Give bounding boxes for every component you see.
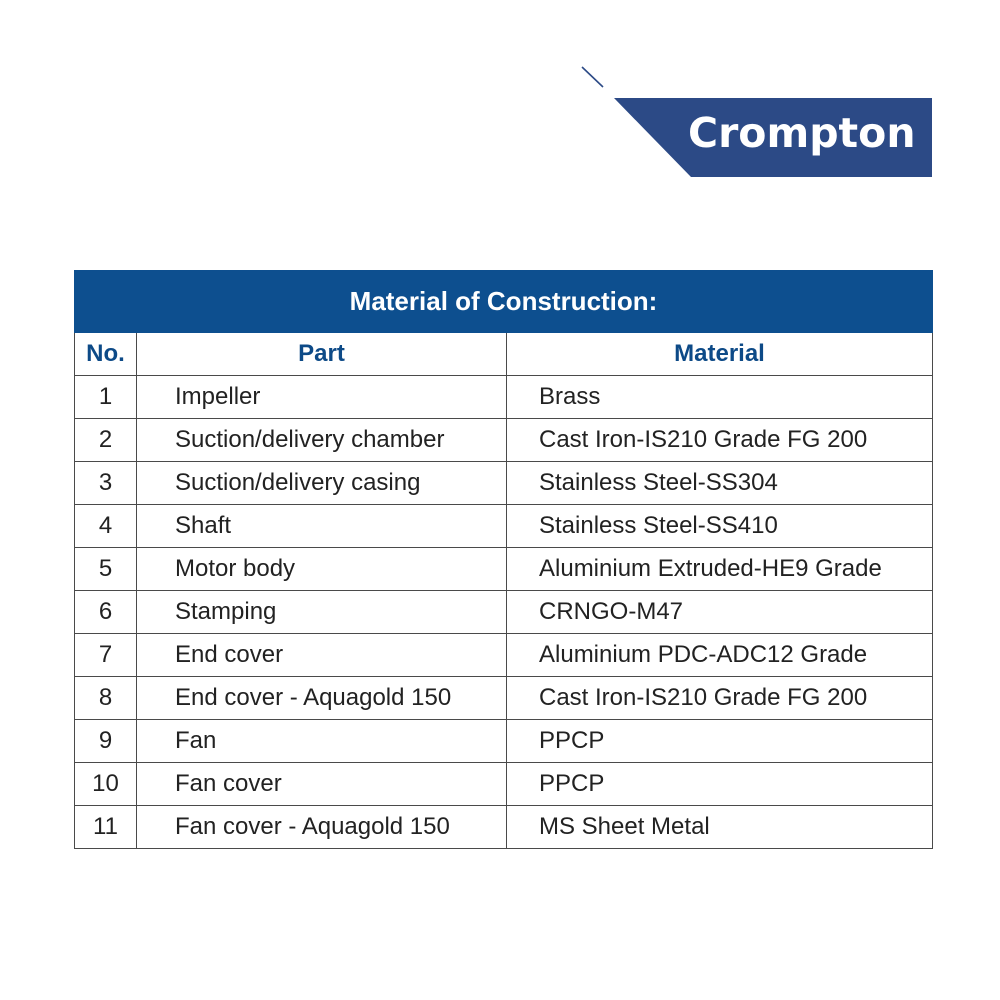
row-material: CRNGO-M47 bbox=[506, 590, 933, 634]
row-material: PPCP bbox=[506, 719, 933, 763]
row-part: Motor body bbox=[136, 547, 507, 591]
table-row: 10 Fan cover PPCP bbox=[74, 762, 933, 806]
row-part: Shaft bbox=[136, 504, 507, 548]
table-header-row: No. Part Material bbox=[74, 332, 933, 376]
table-row: 3 Suction/delivery casing Stainless Stee… bbox=[74, 461, 933, 505]
row-material: Brass bbox=[506, 375, 933, 419]
row-no: 3 bbox=[74, 461, 137, 505]
row-no: 1 bbox=[74, 375, 137, 419]
row-part: Suction/delivery casing bbox=[136, 461, 507, 505]
row-no: 6 bbox=[74, 590, 137, 634]
row-material: Cast Iron-IS210 Grade FG 200 bbox=[506, 676, 933, 720]
table-row: 9 Fan PPCP bbox=[74, 719, 933, 763]
row-part: End cover - Aquagold 150 bbox=[136, 676, 507, 720]
row-part: Impeller bbox=[136, 375, 507, 419]
logo-banner bbox=[614, 98, 932, 177]
table-row: 11 Fan cover - Aquagold 150 MS Sheet Met… bbox=[74, 805, 933, 849]
row-no: 9 bbox=[74, 719, 137, 763]
row-material: Aluminium PDC-ADC12 Grade bbox=[506, 633, 933, 677]
table-row: 6 Stamping CRNGO-M47 bbox=[74, 590, 933, 634]
table-row: 7 End cover Aluminium PDC-ADC12 Grade bbox=[74, 633, 933, 677]
header-part: Part bbox=[136, 332, 507, 376]
table-title: Material of Construction: bbox=[74, 270, 933, 333]
row-part: Fan cover - Aquagold 150 bbox=[136, 805, 507, 849]
header-no: No. bbox=[74, 332, 137, 376]
row-part: Stamping bbox=[136, 590, 507, 634]
table-title-row: Material of Construction: bbox=[74, 270, 933, 333]
row-part: End cover bbox=[136, 633, 507, 677]
header-material: Material bbox=[506, 332, 933, 376]
table-row: 2 Suction/delivery chamber Cast Iron-IS2… bbox=[74, 418, 933, 462]
row-material: Aluminium Extruded-HE9 Grade bbox=[506, 547, 933, 591]
row-no: 7 bbox=[74, 633, 137, 677]
material-table: Material of Construction: No. Part Mater… bbox=[74, 270, 933, 849]
crompton-logo: Crompton bbox=[560, 60, 940, 190]
row-no: 4 bbox=[74, 504, 137, 548]
row-part: Fan bbox=[136, 719, 507, 763]
table-row: 1 Impeller Brass bbox=[74, 375, 933, 419]
row-material: Stainless Steel-SS410 bbox=[506, 504, 933, 548]
row-material: PPCP bbox=[506, 762, 933, 806]
row-part: Suction/delivery chamber bbox=[136, 418, 507, 462]
row-no: 11 bbox=[74, 805, 137, 849]
row-no: 10 bbox=[74, 762, 137, 806]
row-part: Fan cover bbox=[136, 762, 507, 806]
row-material: Stainless Steel-SS304 bbox=[506, 461, 933, 505]
logo-banner-shape bbox=[581, 66, 932, 177]
table-row: 5 Motor body Aluminium Extruded-HE9 Grad… bbox=[74, 547, 933, 591]
row-no: 2 bbox=[74, 418, 137, 462]
row-no: 8 bbox=[74, 676, 137, 720]
table-row: 8 End cover - Aquagold 150 Cast Iron-IS2… bbox=[74, 676, 933, 720]
row-no: 5 bbox=[74, 547, 137, 591]
logo-accent-stroke bbox=[581, 66, 604, 88]
logo-wordmark: Crompton bbox=[688, 109, 916, 157]
table-row: 4 Shaft Stainless Steel-SS410 bbox=[74, 504, 933, 548]
row-material: MS Sheet Metal bbox=[506, 805, 933, 849]
row-material: Cast Iron-IS210 Grade FG 200 bbox=[506, 418, 933, 462]
